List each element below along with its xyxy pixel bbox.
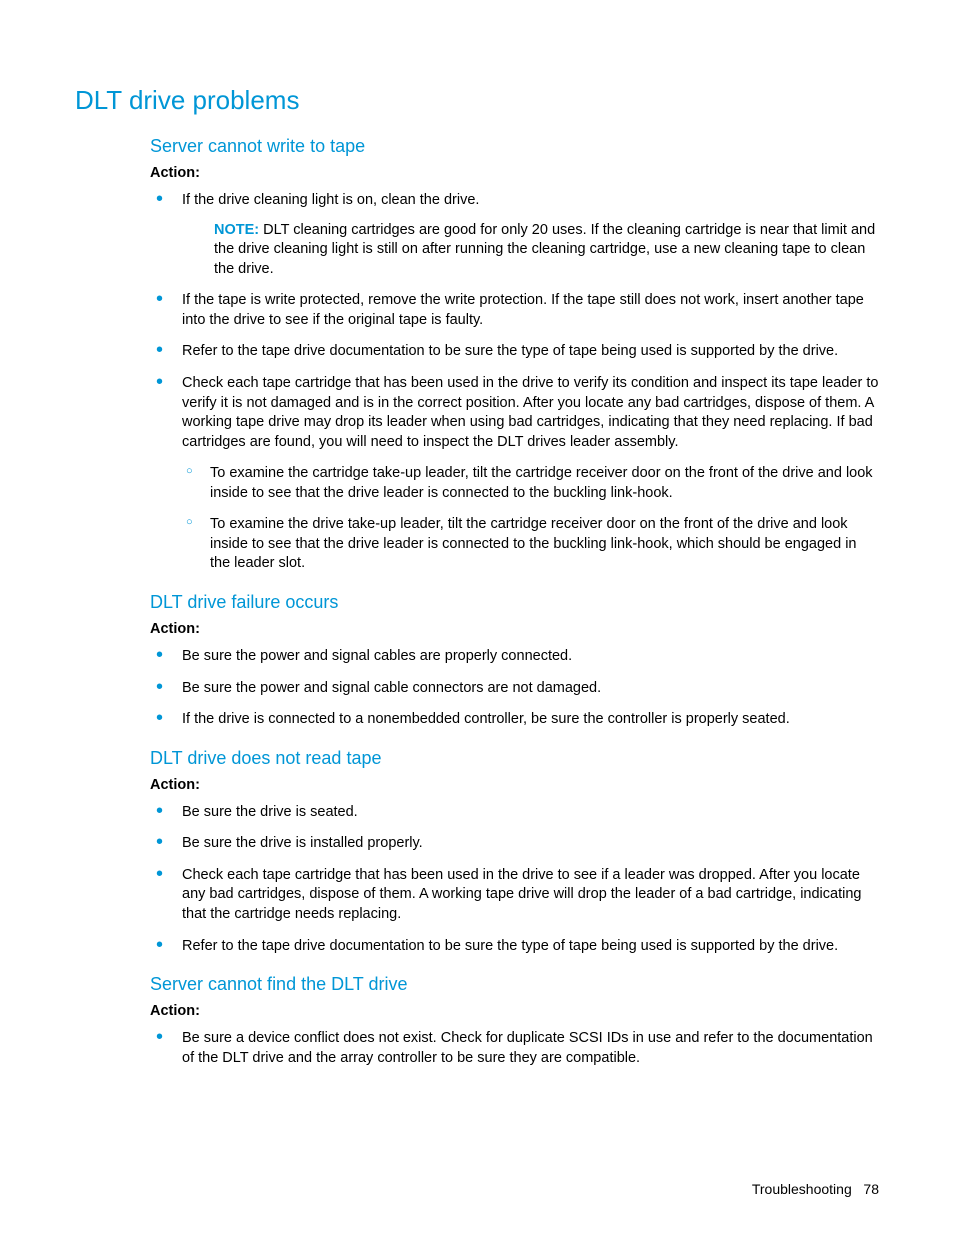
note-label: NOTE: bbox=[214, 222, 259, 238]
bullet-list: If the drive cleaning light is on, clean… bbox=[150, 191, 879, 574]
action-text: Action bbox=[150, 1003, 195, 1019]
list-item: Be sure the drive is seated. bbox=[150, 803, 879, 823]
list-item: Be sure the power and signal cables are … bbox=[150, 647, 879, 667]
section-heading: Server cannot find the DLT drive bbox=[150, 974, 879, 995]
item-text: Be sure the power and signal cables are … bbox=[182, 648, 572, 664]
list-item: If the drive cleaning light is on, clean… bbox=[150, 191, 879, 279]
item-text: If the drive cleaning light is on, clean… bbox=[182, 192, 479, 208]
section-heading: DLT drive failure occurs bbox=[150, 592, 879, 613]
bullet-list: Be sure a device conflict does not exist… bbox=[150, 1029, 879, 1068]
item-text: Refer to the tape drive documentation to… bbox=[182, 938, 838, 954]
list-item: Check each tape cartridge that has been … bbox=[150, 866, 879, 925]
item-text: If the tape is write protected, remove t… bbox=[182, 292, 864, 328]
page-footer: Troubleshooting 78 bbox=[752, 1181, 879, 1197]
list-item: Be sure the drive is installed properly. bbox=[150, 834, 879, 854]
item-text: Be sure a device conflict does not exist… bbox=[182, 1030, 873, 1066]
list-item: Refer to the tape drive documentation to… bbox=[150, 342, 879, 362]
bullet-list: Be sure the power and signal cables are … bbox=[150, 647, 879, 730]
item-text: Check each tape cartridge that has been … bbox=[182, 867, 861, 922]
item-text: Be sure the drive is seated. bbox=[182, 804, 358, 820]
list-item: Check each tape cartridge that has been … bbox=[150, 374, 879, 574]
note-text: DLT cleaning cartridges are good for onl… bbox=[214, 222, 875, 277]
action-label: Action: bbox=[150, 621, 879, 637]
section-heading: Server cannot write to tape bbox=[150, 136, 879, 157]
sub-list: To examine the cartridge take-up leader,… bbox=[182, 464, 879, 574]
item-text: If the drive is connected to a nonembedd… bbox=[182, 711, 790, 727]
list-item: Be sure a device conflict does not exist… bbox=[150, 1029, 879, 1068]
bullet-list: Be sure the drive is seated. Be sure the… bbox=[150, 803, 879, 956]
sub-item-text: To examine the cartridge take-up leader,… bbox=[210, 465, 873, 501]
sub-item-text: To examine the drive take-up leader, til… bbox=[210, 516, 856, 571]
list-item: If the drive is connected to a nonembedd… bbox=[150, 710, 879, 730]
page-title: DLT drive problems bbox=[75, 85, 879, 116]
footer-page-number: 78 bbox=[863, 1181, 879, 1197]
action-label: Action: bbox=[150, 777, 879, 793]
section-heading: DLT drive does not read tape bbox=[150, 748, 879, 769]
action-text: Action bbox=[150, 165, 195, 181]
item-text: Refer to the tape drive documentation to… bbox=[182, 343, 838, 359]
footer-section: Troubleshooting bbox=[752, 1181, 852, 1197]
action-label: Action: bbox=[150, 165, 879, 181]
action-text: Action bbox=[150, 777, 195, 793]
list-item: If the tape is write protected, remove t… bbox=[150, 291, 879, 330]
action-text: Action bbox=[150, 621, 195, 637]
item-text: Check each tape cartridge that has been … bbox=[182, 375, 878, 450]
action-label: Action: bbox=[150, 1003, 879, 1019]
sub-list-item: To examine the cartridge take-up leader,… bbox=[182, 464, 879, 503]
item-text: Be sure the drive is installed properly. bbox=[182, 835, 423, 851]
list-item: Be sure the power and signal cable conne… bbox=[150, 679, 879, 699]
note-box: NOTE: DLT cleaning cartridges are good f… bbox=[214, 221, 879, 280]
document-page: DLT drive problems Server cannot write t… bbox=[0, 0, 954, 1235]
item-text: Be sure the power and signal cable conne… bbox=[182, 680, 601, 696]
sub-list-item: To examine the drive take-up leader, til… bbox=[182, 515, 879, 574]
list-item: Refer to the tape drive documentation to… bbox=[150, 937, 879, 957]
